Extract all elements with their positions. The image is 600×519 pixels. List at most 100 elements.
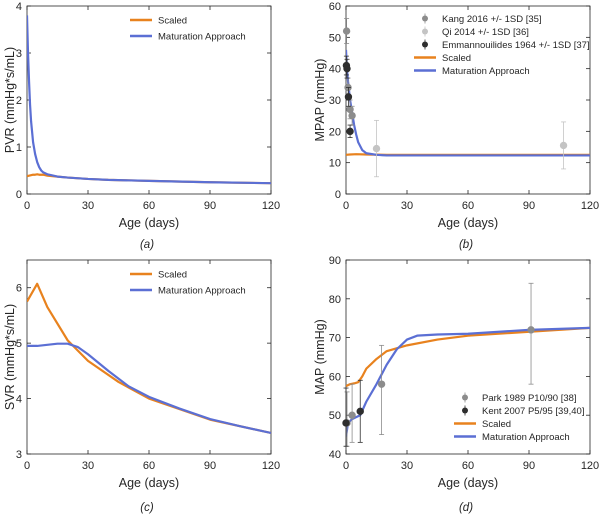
x-tick-label: 30 (82, 460, 94, 472)
x-tick-label: 120 (581, 200, 599, 212)
y-tick-label: 30 (329, 95, 341, 107)
legend: Park 1989 P10/90 [38] Kent 2007 P5/95 [39… (454, 392, 584, 443)
x-tick-label: 120 (581, 460, 599, 472)
x-tick-label: 60 (143, 460, 155, 472)
y-tick-label: 10 (329, 158, 341, 170)
x-tick-label: 90 (523, 200, 535, 212)
y-tick-label: 6 (16, 283, 22, 295)
legend-entry: Kang 2016 +/- 1SD [35] (442, 14, 542, 25)
y-tick-label: 50 (329, 410, 341, 422)
legend: Scaled Maturation Approach (130, 270, 246, 297)
x-tick-label: 90 (204, 460, 216, 472)
data-point (372, 144, 381, 153)
x-tick-label: 120 (262, 200, 280, 212)
data-point (346, 127, 354, 136)
x-tick-label: 0 (343, 460, 349, 472)
y-tick-label: 0 (16, 189, 22, 201)
y-tick-label: 60 (329, 1, 341, 13)
legend-entry: Qi 2014 +/- 1SD [36] (442, 27, 529, 38)
y-axis-label: SVR (mmHg*s/mL) (3, 304, 17, 410)
plot-area (27, 282, 271, 435)
data-point (527, 326, 535, 334)
panel-label: (a) (140, 239, 154, 251)
x-tick-label: 60 (143, 200, 155, 212)
y-tick-label: 1 (16, 142, 22, 154)
panel-label: (d) (459, 502, 473, 514)
legend-swatch-marker (422, 15, 428, 22)
panel-b-mpap: 0 30 60 90 120 0 10 20 30 40 50 60 Age (days) MPAP (m… (313, 1, 599, 251)
y-axis-label: PVR (mmHg*s/mL) (3, 47, 17, 153)
y-tick-label: 0 (335, 189, 341, 201)
data-point (343, 64, 351, 73)
legend-entry: Maturation Approach (442, 66, 530, 77)
legend: Kang 2016 +/- 1SD [35] Qi 2014 +/- 1SD [3… (414, 13, 590, 77)
y-tick-label: 60 (329, 371, 341, 383)
maturation-line (27, 15, 271, 185)
scaled-line (27, 282, 271, 435)
panel-a-pvr: 0 30 60 90 120 0 1 2 3 4 Age (days) PVR (mmHg*s/mL)… (3, 1, 280, 251)
legend-entry: Scaled (158, 270, 187, 281)
y-axis-label: MAP (mmHg) (313, 319, 327, 394)
legend-entry: Scaled (158, 16, 187, 27)
y-tick-label: 5 (16, 338, 22, 350)
data-point (342, 419, 350, 427)
panel-label: (b) (459, 239, 473, 251)
legend-entry: Park 1989 P10/90 [38] (482, 393, 577, 404)
x-tick-label: 0 (24, 200, 30, 212)
data-point (356, 407, 364, 416)
scaled-line (346, 326, 590, 388)
x-axis-label: Age (days) (119, 216, 179, 230)
legend-entry: Kent 2007 P5/95 [39,40] (482, 406, 584, 417)
legend-swatch-marker (462, 394, 468, 401)
legend: Scaled Maturation Approach (130, 16, 246, 43)
x-tick-label: 0 (343, 200, 349, 212)
y-tick-label: 70 (329, 333, 341, 345)
x-tick-label: 30 (82, 200, 94, 212)
plot-area (27, 15, 271, 185)
y-tick-label: 4 (16, 1, 22, 13)
data-point (344, 93, 353, 101)
x-tick-label: 0 (24, 460, 30, 472)
legend-entry: Maturation Approach (158, 32, 246, 43)
legend-swatch-marker (462, 407, 468, 414)
x-axis-label: Age (days) (438, 216, 498, 230)
y-tick-label: 3 (16, 449, 22, 461)
x-tick-label: 90 (523, 460, 535, 472)
y-tick-label: 3 (16, 48, 22, 60)
data-point (348, 111, 356, 120)
x-axis-label: Age (days) (438, 476, 498, 490)
x-tick-label: 90 (204, 200, 216, 212)
data-point (342, 27, 351, 35)
legend-entry: Emmannouilides 1964 +/- 1SD [37] (442, 40, 590, 51)
legend-entry: Scaled (442, 53, 471, 64)
panel-label: (c) (140, 502, 154, 514)
legend-swatch-marker (422, 41, 428, 48)
data-point (559, 141, 568, 150)
y-tick-label: 40 (329, 449, 341, 461)
data-point (377, 380, 386, 388)
panel-d-map: 0 30 60 90 120 40 50 60 70 80 90 Age (days) MAP (mmH… (313, 255, 599, 514)
y-tick-label: 90 (329, 255, 341, 267)
y-tick-label: 20 (329, 126, 341, 138)
panel-c-svr: 0 30 60 90 120 3 4 5 6 Age (days) SVR (mmHg*s/mL) (… (3, 259, 280, 514)
y-tick-label: 40 (329, 64, 341, 76)
x-tick-label: 60 (462, 200, 474, 212)
data-point (348, 411, 356, 419)
y-axis-label: MPAP (mmHg) (313, 59, 327, 142)
axes-box (345, 259, 591, 455)
legend-entry: Maturation Approach (158, 286, 246, 297)
maturation-line (27, 342, 271, 435)
legend-entry: Maturation Approach (482, 432, 570, 443)
y-tick-label: 2 (16, 95, 22, 107)
x-tick-label: 30 (401, 200, 413, 212)
y-tick-label: 80 (329, 294, 341, 306)
legend-swatch-marker (422, 28, 428, 35)
x-tick-label: 120 (262, 460, 280, 472)
x-tick-label: 60 (462, 460, 474, 472)
x-axis-label: Age (days) (119, 476, 179, 490)
y-tick-label: 50 (329, 32, 341, 44)
legend-entry: Scaled (482, 419, 511, 430)
y-tick-label: 4 (16, 394, 22, 406)
x-tick-label: 30 (401, 460, 413, 472)
